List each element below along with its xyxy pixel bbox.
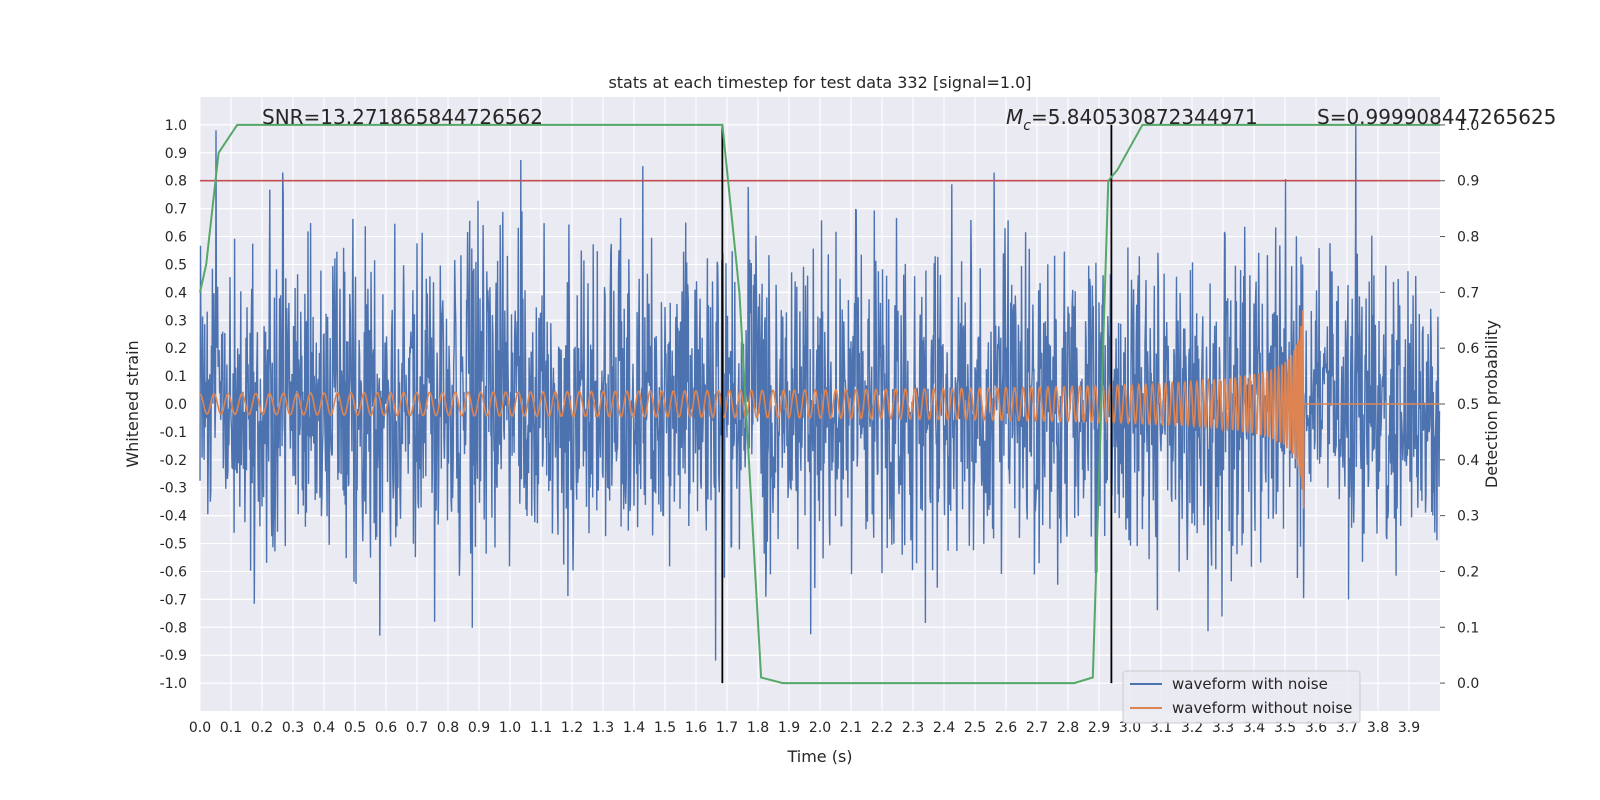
x-tick-label: 3.4 — [1243, 720, 1265, 736]
x-tick-label: 0.5 — [344, 720, 366, 736]
y2-axis-ticks: 1.0 0.9 0.8 0.7 0.6 0.5 0.4 0.3 0.2 0.1 0.0 — [1440, 118, 1479, 692]
y2-tick-label: 0.7 — [1457, 285, 1479, 301]
y-tick-label: 0.2 — [165, 341, 187, 357]
y-tick-label: -0.5 — [160, 537, 187, 553]
y-tick-label: -1.0 — [160, 676, 187, 692]
x-tick-label: 3.7 — [1336, 720, 1358, 736]
x-tick-label: 2.0 — [809, 720, 831, 736]
y-tick-label: 0.0 — [165, 397, 187, 413]
y-tick-label: -0.7 — [160, 592, 187, 608]
x-tick-label: 1.7 — [716, 720, 738, 736]
y-tick-label: 0.8 — [165, 174, 187, 190]
chirp-mass-value: =5.840530872344971 — [1031, 105, 1258, 129]
x-tick-label: 1.5 — [654, 720, 676, 736]
y2-tick-label: 0.4 — [1457, 453, 1479, 469]
y2-tick-label: 0.5 — [1457, 397, 1479, 413]
x-tick-label: 0.1 — [220, 720, 242, 736]
x-tick-label: 1.9 — [778, 720, 800, 736]
s-annotation: S=0.999908447265625 — [1317, 105, 1556, 129]
x-tick-label: 3.1 — [1150, 720, 1172, 736]
x-tick-label: 2.3 — [902, 720, 924, 736]
y-tick-label: -0.1 — [160, 425, 187, 441]
y-tick-label: 0.3 — [165, 313, 187, 329]
snr-annotation: SNR=13.271865844726562 — [262, 105, 543, 129]
series-layer — [199, 124, 1441, 661]
y2-tick-label: 0.2 — [1457, 564, 1479, 580]
y-tick-label: -0.3 — [160, 481, 187, 497]
y2-tick-label: 0.6 — [1457, 341, 1479, 357]
x-tick-label: 3.6 — [1305, 720, 1327, 736]
x-axis-ticks: 0.0 0.1 0.2 0.3 0.4 0.5 0.6 0.7 0.8 0.9 1.0 1.1 1.2 1… — [189, 720, 1420, 736]
x-tick-label: 3.5 — [1274, 720, 1296, 736]
y-tick-label: -0.2 — [160, 453, 187, 469]
legend-box — [1122, 670, 1361, 724]
x-tick-label: 2.4 — [933, 720, 955, 736]
chirp-mass-annotation: Mc=5.840530872344971 — [1006, 105, 1258, 134]
y2-tick-label: 0.1 — [1457, 620, 1479, 636]
reference-lines — [199, 123, 1440, 685]
x-tick-label: 3.2 — [1181, 720, 1203, 736]
chirp-mass-subscript: c — [1023, 118, 1031, 134]
x-tick-label: 0.7 — [406, 720, 428, 736]
x-tick-label: 1.1 — [530, 720, 552, 736]
x-tick-label: 2.5 — [964, 720, 986, 736]
x-tick-label: 2.1 — [840, 720, 862, 736]
x-tick-label: 1.0 — [499, 720, 521, 736]
chirp-mass-symbol: M — [1006, 105, 1023, 129]
x-tick-label: 1.6 — [685, 720, 707, 736]
y2-tick-label: 0.3 — [1457, 509, 1479, 525]
detection-probability-line — [199, 123, 1440, 685]
x-tick-label: 3.8 — [1367, 720, 1389, 736]
x-tick-label: 3.3 — [1212, 720, 1234, 736]
x-tick-label: 2.2 — [871, 720, 893, 736]
y2-tick-label: 0.8 — [1457, 230, 1479, 246]
y-tick-label: 0.4 — [165, 285, 187, 301]
x-tick-label: 1.3 — [592, 720, 614, 736]
x-axis-label: Time (s) — [786, 747, 852, 766]
x-tick-label: 0.9 — [468, 720, 490, 736]
y-tick-label: 0.1 — [165, 369, 187, 385]
x-tick-label: 2.6 — [995, 720, 1017, 736]
x-tick-label: 2.8 — [1057, 720, 1079, 736]
x-tick-label: 2.9 — [1088, 720, 1110, 736]
x-tick-label: 0.0 — [189, 720, 211, 736]
x-tick-label: 3.0 — [1119, 720, 1141, 736]
y2-axis-label: Detection probability — [1482, 320, 1501, 488]
x-tick-label: 0.3 — [282, 720, 304, 736]
legend: waveform with noise waveform without noi… — [1122, 670, 1361, 724]
y-tick-label: 0.7 — [165, 202, 187, 218]
x-tick-label: 0.2 — [251, 720, 273, 736]
y-tick-label: 1.0 — [165, 118, 187, 134]
legend-noise-label: waveform with noise — [1172, 675, 1328, 693]
y-tick-label: -0.6 — [160, 564, 187, 580]
x-tick-label: 1.8 — [747, 720, 769, 736]
x-tick-label: 3.9 — [1398, 720, 1420, 736]
waveform-without-noise-line — [199, 310, 1440, 509]
y-tick-label: 0.9 — [165, 146, 187, 162]
x-tick-label: 0.8 — [437, 720, 459, 736]
y2-tick-label: 0.9 — [1457, 174, 1479, 190]
y-tick-label: -0.9 — [160, 648, 187, 664]
x-tick-label: 1.4 — [623, 720, 645, 736]
chart-title: stats at each timestep for test data 332… — [608, 73, 1031, 92]
y-tick-label: 0.5 — [165, 257, 187, 273]
legend-clean-label: waveform without noise — [1172, 699, 1352, 717]
y-axis-ticks: 1.0 0.9 0.8 0.7 0.6 0.5 0.4 0.3 0.2 0.1 0.0 -0.1 -0.… — [160, 118, 187, 692]
waveform-with-noise-line — [199, 124, 1441, 661]
y2-tick-label: 0.0 — [1457, 676, 1479, 692]
y-axis-label: Whitened strain — [123, 340, 142, 467]
x-tick-label: 1.2 — [561, 720, 583, 736]
x-tick-label: 0.4 — [313, 720, 335, 736]
y-tick-label: -0.8 — [160, 620, 187, 636]
x-tick-label: 2.7 — [1026, 720, 1048, 736]
y-tick-label: 0.6 — [165, 230, 187, 246]
x-tick-label: 0.6 — [375, 720, 397, 736]
y-tick-label: -0.4 — [160, 509, 187, 525]
y2-tick-label: 1.0 — [1457, 118, 1479, 134]
